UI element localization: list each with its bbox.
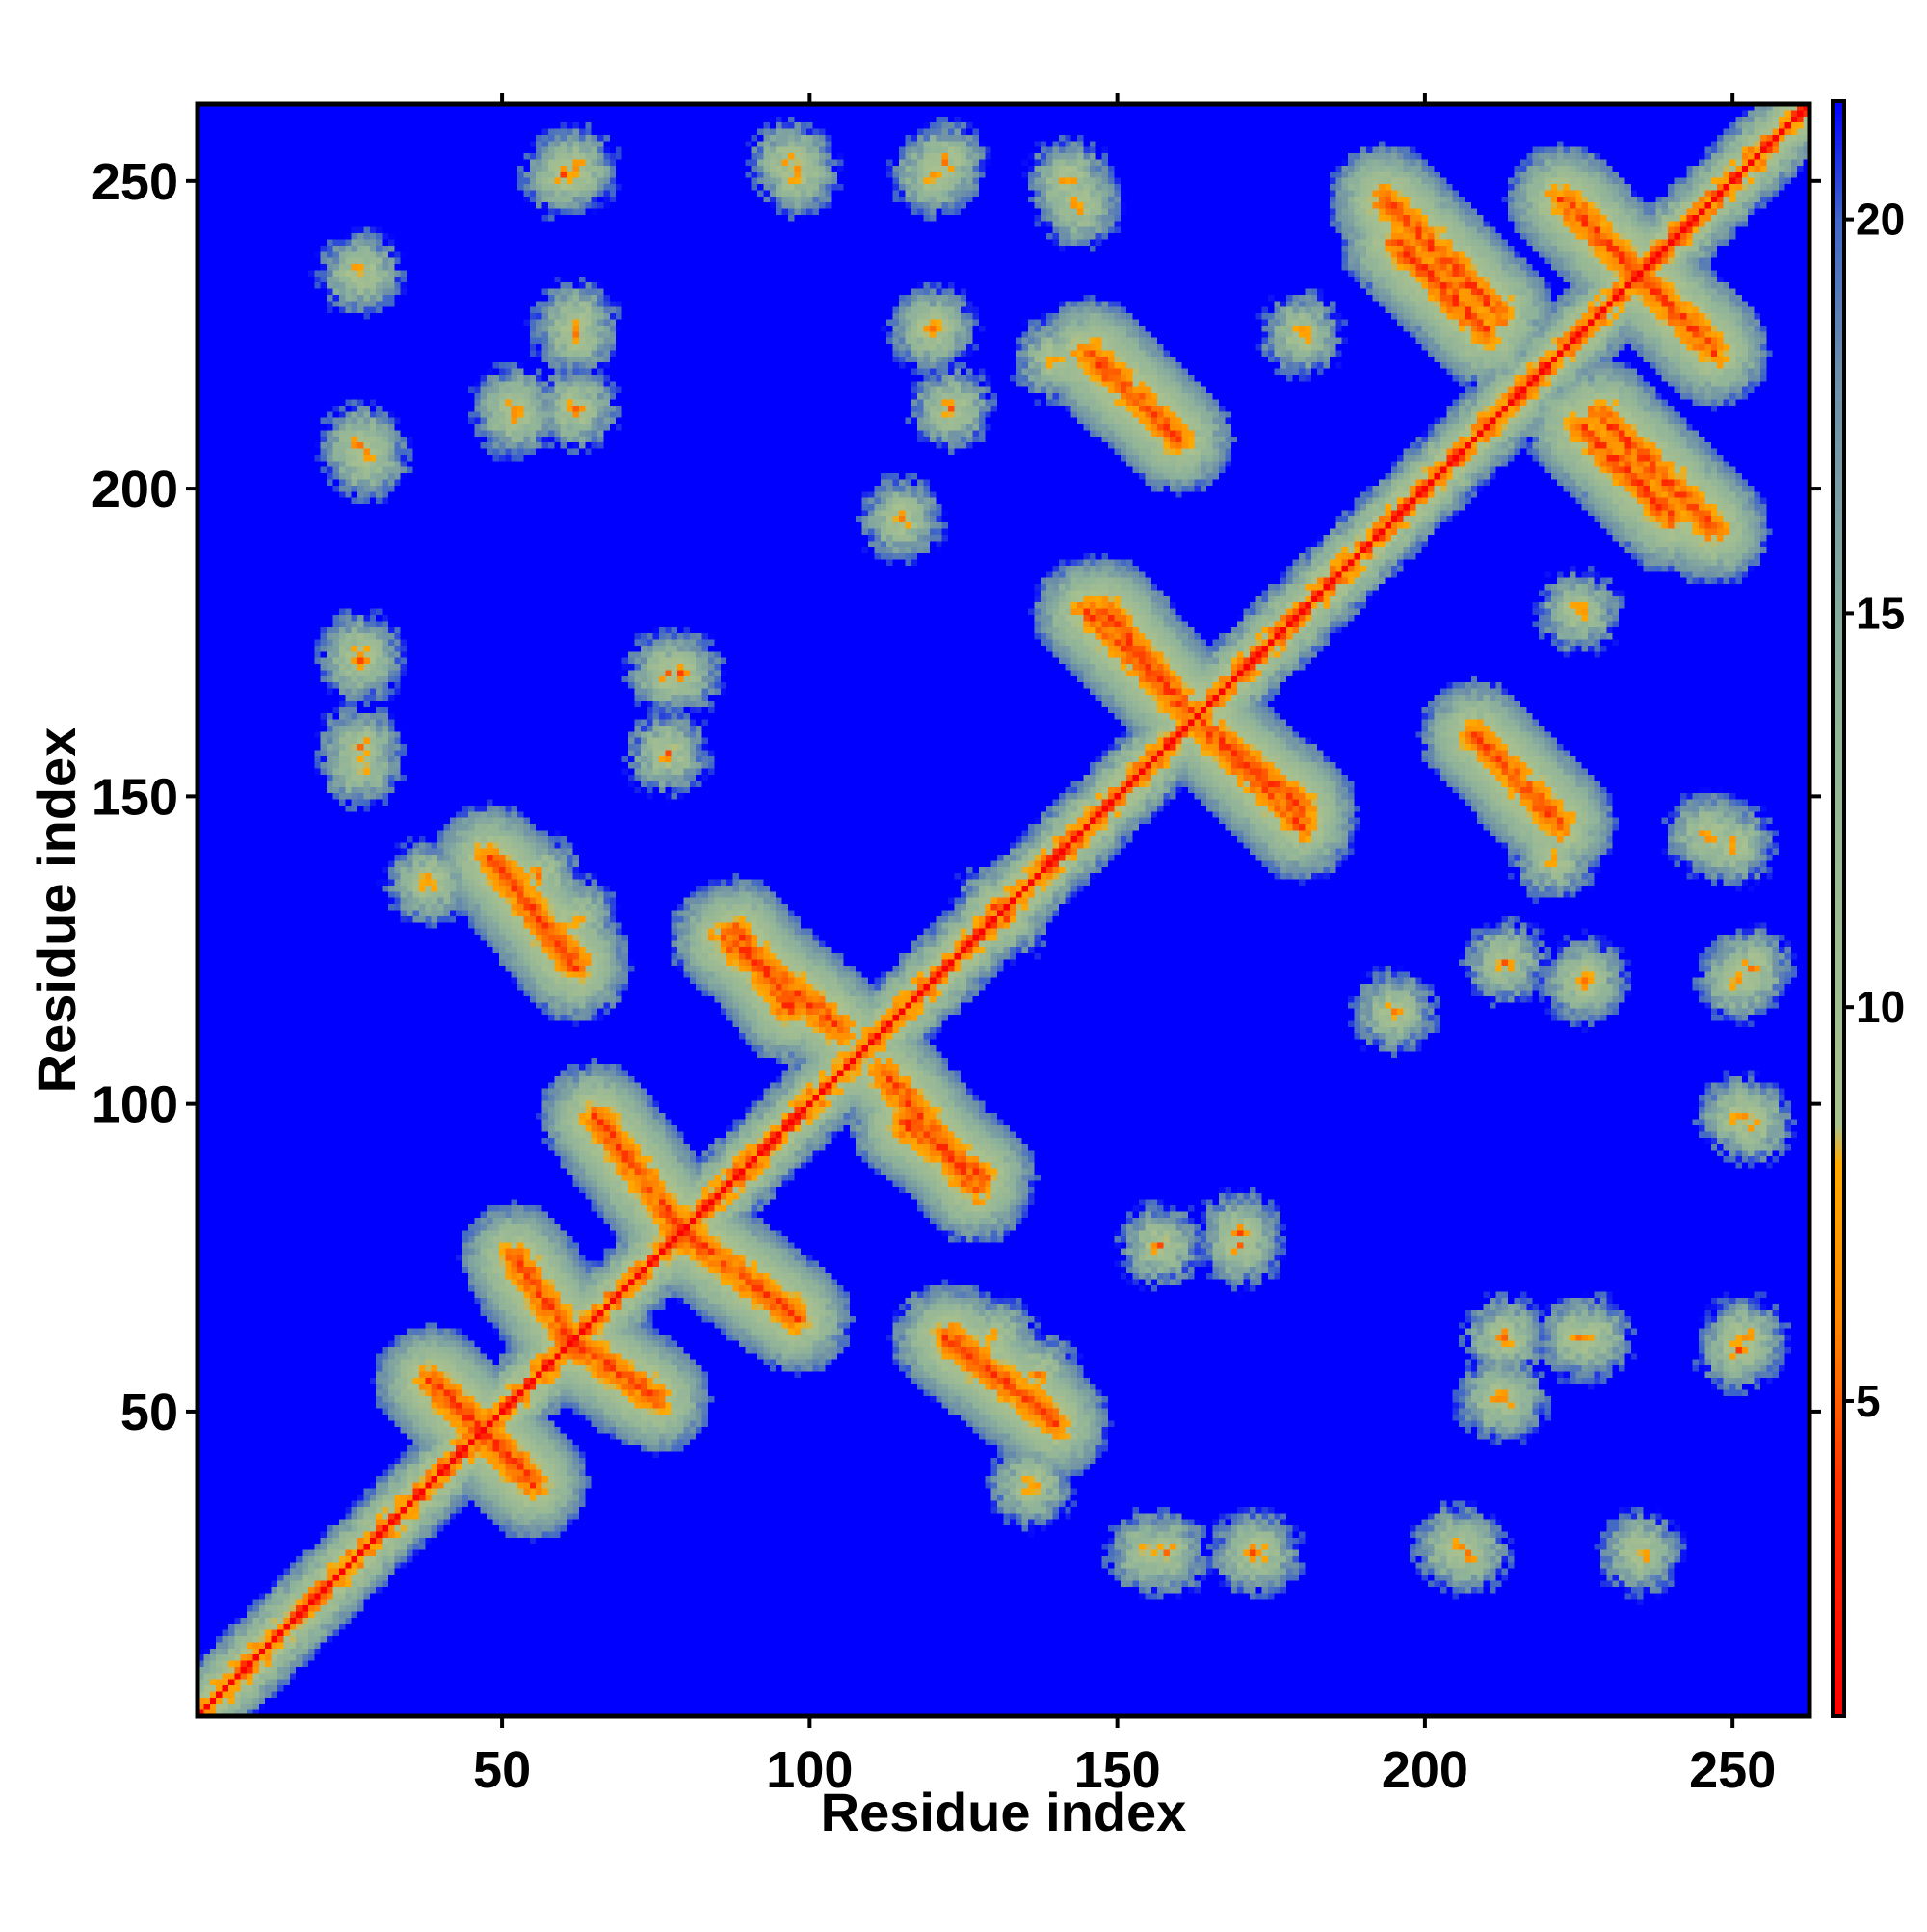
y-axis-ticks: 50 100 150 200 250 (92, 153, 198, 1442)
x-tick-label: 200 (1382, 1741, 1468, 1799)
x-tick-label: 150 (1074, 1741, 1161, 1799)
colorbar-tick-label: 20 (1856, 195, 1905, 245)
right-axis-ticks (1809, 178, 1821, 1414)
y-axis-label: Residue index (26, 728, 87, 1094)
colorbar-tick-label: 10 (1856, 982, 1905, 1032)
x-tick-label: 250 (1689, 1741, 1776, 1799)
y-tick-label: 50 (120, 1384, 178, 1442)
colorbar-fill (1833, 101, 1844, 1716)
colorbar-tick-label: 15 (1856, 588, 1905, 638)
heatmap-cells (198, 104, 1809, 1716)
x-axis-ticks: 50 100 150 200 250 (473, 1716, 1776, 1799)
y-tick-label: 100 (92, 1076, 178, 1134)
plot-frame (195, 101, 1812, 1719)
top-axis-ticks (500, 93, 1735, 104)
colorbar-frame (1831, 99, 1846, 1718)
y-tick-label: 200 (92, 461, 178, 518)
colorbar-ticks: 5 10 15 20 (1844, 195, 1905, 1426)
y-tick-label: 150 (92, 768, 178, 826)
heatmap-layer (198, 104, 1809, 1716)
x-axis-label: Residue index (821, 1782, 1187, 1842)
x-tick-label: 50 (473, 1741, 531, 1799)
colorbar-tick-label: 5 (1856, 1376, 1881, 1426)
y-tick-label: 250 (92, 153, 178, 211)
colorbar: 5 10 15 20 (1831, 99, 1905, 1718)
x-tick-label: 100 (766, 1741, 853, 1799)
